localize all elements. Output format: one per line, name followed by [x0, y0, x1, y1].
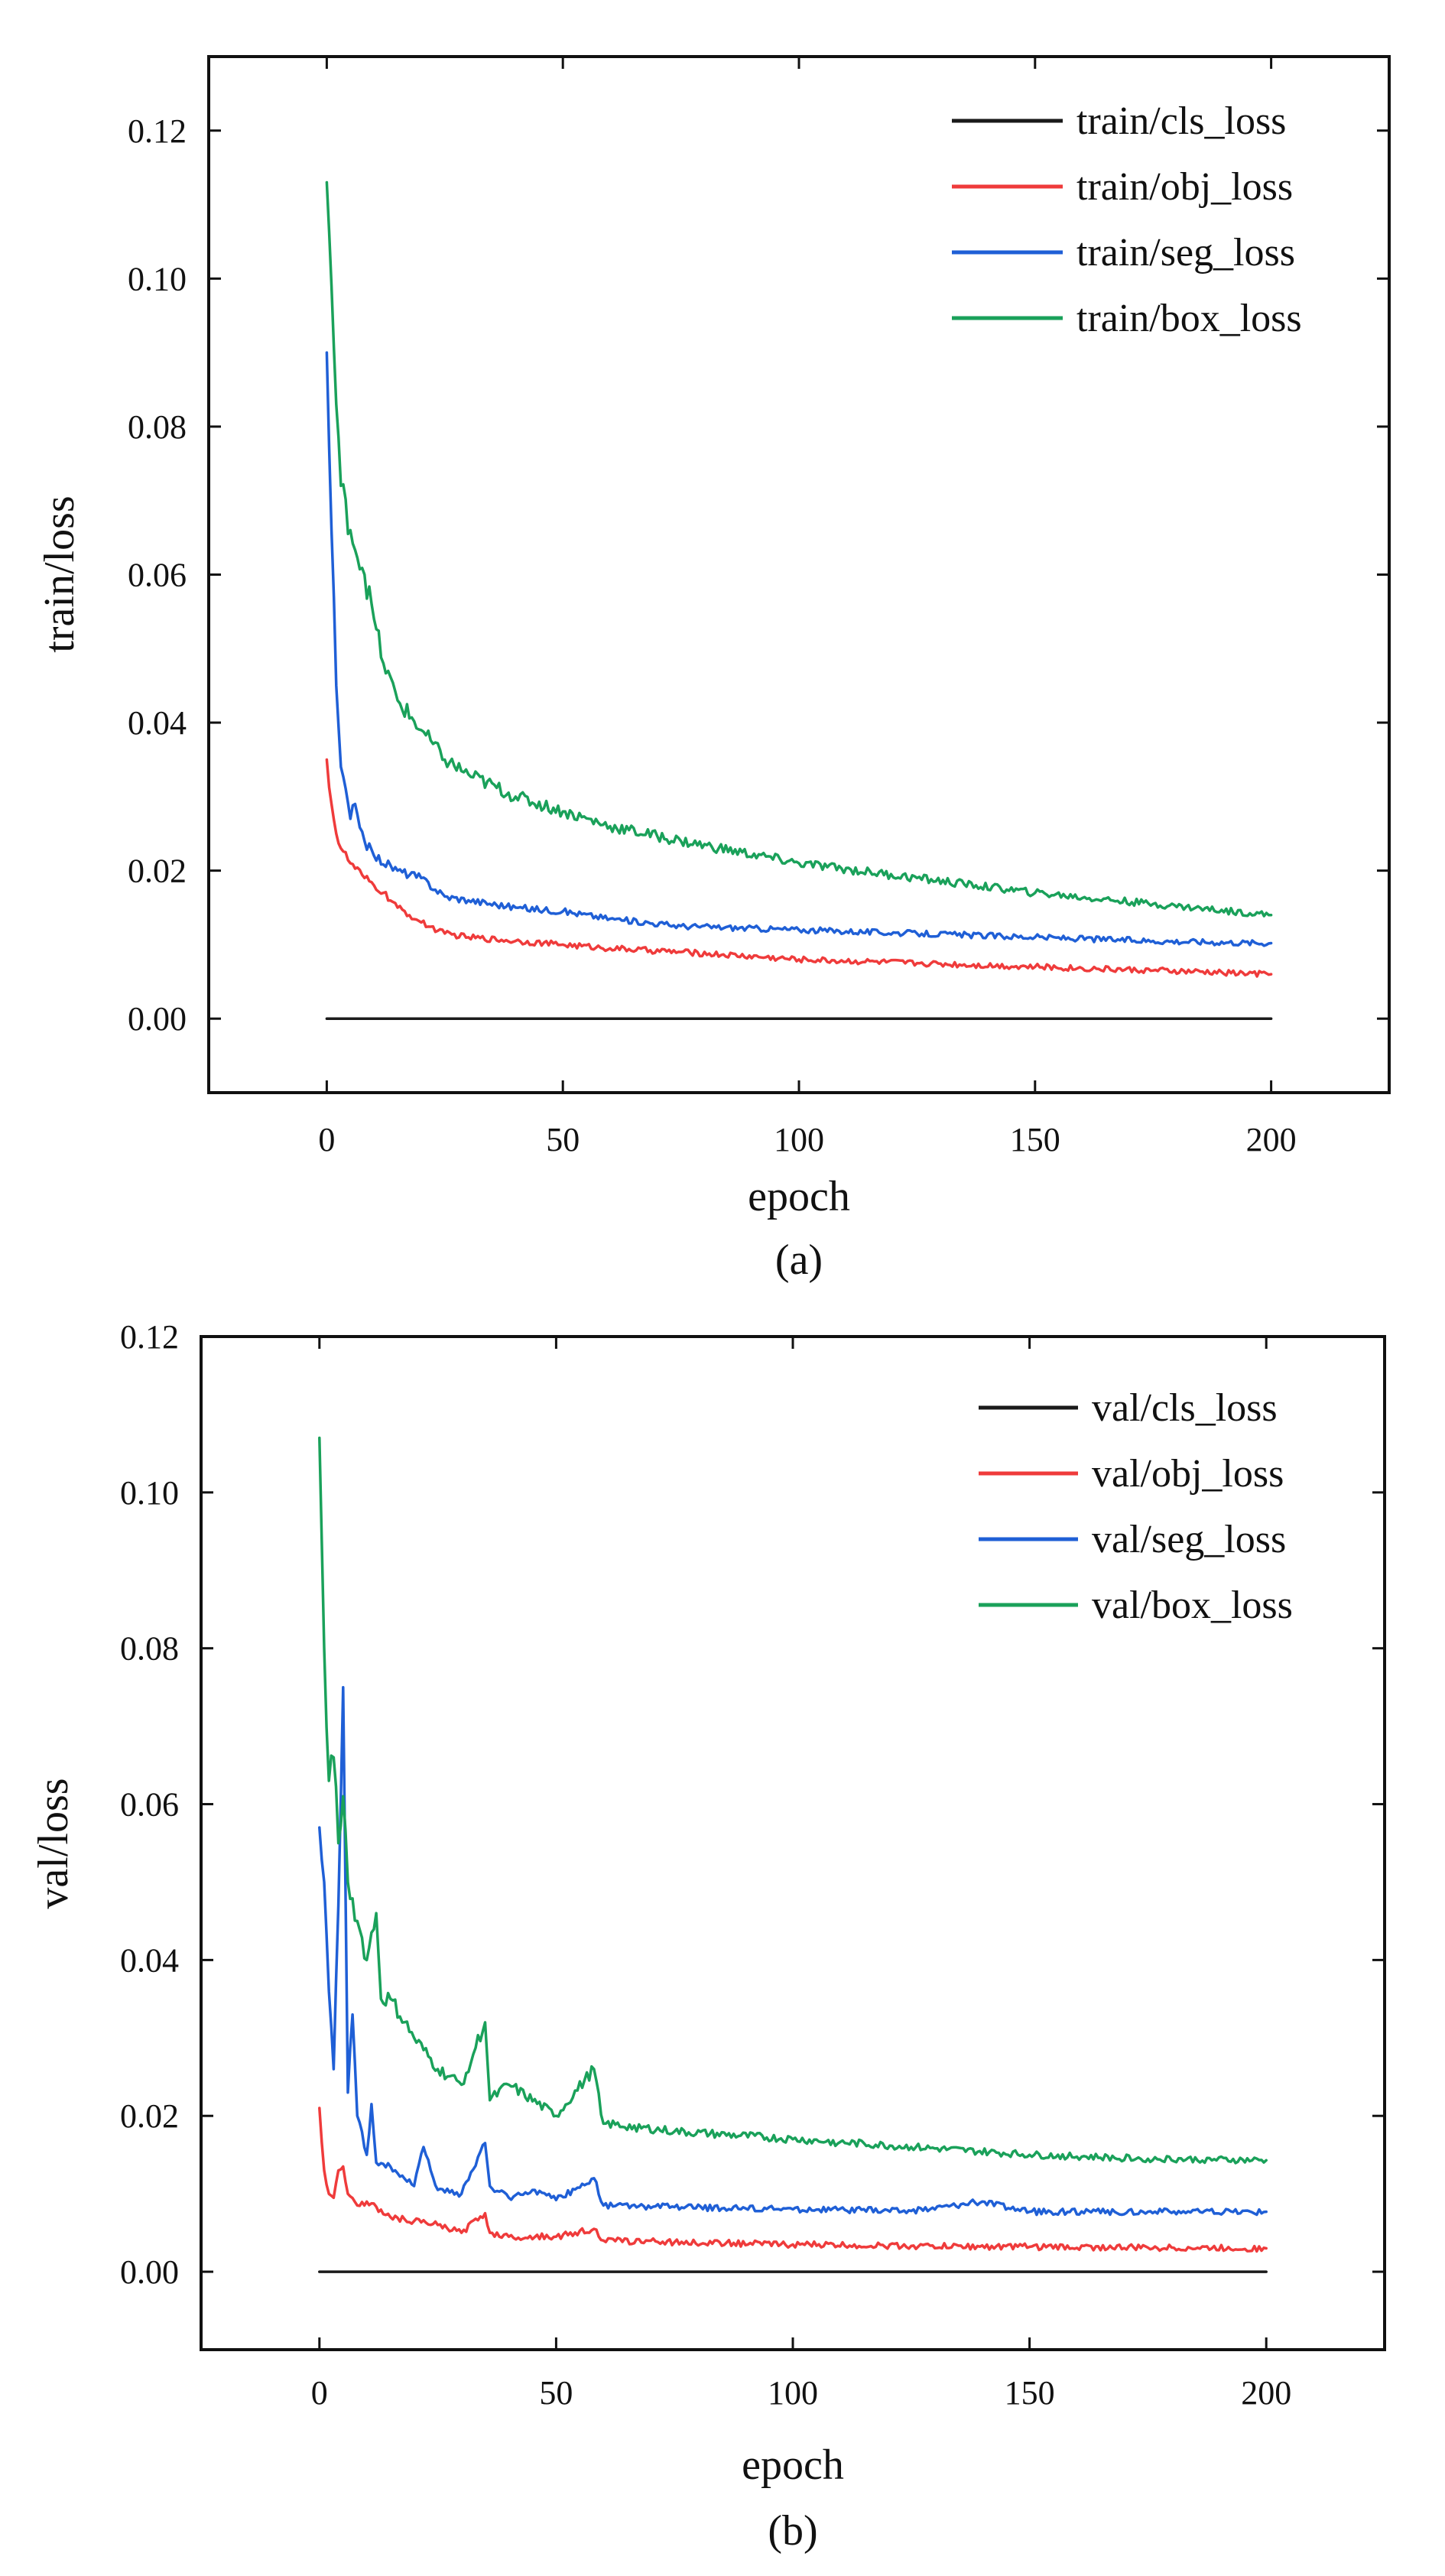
panel-a-y-tick-label: 0.06 [128, 557, 187, 594]
panel-a-y-tick-label: 0.00 [128, 1000, 187, 1038]
panel-a-legend-label-train-cls-loss: train/cls_loss [1076, 99, 1286, 143]
panel-b-y-tick-label: 0.12 [120, 1318, 179, 1356]
panel-b-series-val-obj-loss [318, 2107, 1268, 2253]
panel-a-x-ticks: 0 50 100 150 200 [318, 57, 1297, 1158]
panel-a-y-axis-title: train/loss [36, 495, 83, 652]
panel-a-x-tick-label: 100 [774, 1121, 824, 1158]
panel-b-x-tick-label: 200 [1241, 2374, 1291, 2412]
panel-b-series-val-box-loss [318, 1436, 1268, 2165]
panel-a-x-tick-label: 0 [318, 1121, 335, 1158]
panel-b-x-tick-label: 150 [1005, 2374, 1055, 2412]
panel-a-series-train-box-loss [325, 180, 1273, 918]
panel-b-y-tick-label: 0.08 [120, 1630, 179, 1668]
panel-b-legend: val/cls_loss val/obj_loss val/seg_loss val/… [979, 1386, 1293, 1627]
panel-a-series [325, 180, 1273, 1020]
panel-b-legend-label-val-cls-loss: val/cls_loss [1092, 1386, 1278, 1430]
panel-b-x-tick-label: 100 [768, 2374, 818, 2412]
panel-a-series-train-seg-loss [325, 351, 1273, 947]
panel-a-y-tick-label: 0.12 [128, 112, 187, 150]
panel-a-legend-label-train-obj-loss: train/obj_loss [1076, 165, 1293, 209]
panel-b-legend-label-val-seg-loss: val/seg_loss [1092, 1518, 1286, 1561]
panel-b-legend-label-val-obj-loss: val/obj_loss [1092, 1452, 1284, 1496]
panel-b-x-axis-title: epoch [742, 2441, 844, 2489]
panel-b-series-val-seg-loss [318, 1685, 1268, 2217]
panel-b-y-axis-title: val/loss [30, 1778, 77, 1908]
panel-b-x-tick-label: 50 [539, 2374, 573, 2412]
panel-a-x-tick-label: 150 [1010, 1121, 1060, 1158]
panel-b-y-tick-label: 0.06 [120, 1786, 179, 1824]
panel-a-y-tick-label: 0.10 [128, 260, 187, 297]
panel-a: 0 50 100 150 200 0.00 0.02 0.04 0.06 0.08 0.10 0.1… [36, 55, 1391, 1284]
panel-b-y-ticks: 0.00 0.02 0.04 0.06 0.08 0.10 0.12 [120, 1318, 1385, 2291]
panel-b-x-tick-label: 0 [311, 2374, 328, 2412]
panel-a-legend-label-train-seg-loss: train/seg_loss [1076, 231, 1295, 274]
panel-b-caption: (b) [768, 2507, 817, 2555]
panel-b-y-tick-label: 0.02 [120, 2097, 179, 2135]
panel-b-x-ticks: 0 50 100 150 200 [311, 1337, 1291, 2412]
panel-a-x-tick-label: 200 [1246, 1121, 1297, 1158]
panel-a-legend: train/cls_loss train/obj_loss train/seg_lo… [952, 99, 1302, 340]
panel-a-legend-label-train-box-loss: train/box_loss [1076, 297, 1302, 340]
panel-b-series [318, 1436, 1268, 2273]
panel-a-caption: (a) [775, 1236, 823, 1284]
panel-b-y-tick-label: 0.04 [120, 1941, 179, 1979]
panel-a-y-tick-label: 0.04 [128, 704, 187, 742]
panel-a-x-tick-label: 50 [546, 1121, 580, 1158]
panel-a-x-axis-title: epoch [748, 1173, 850, 1220]
panel-a-y-tick-label: 0.08 [128, 408, 187, 446]
panel-a-y-tick-label: 0.02 [128, 853, 187, 890]
panel-b-y-tick-label: 0.00 [120, 2253, 179, 2291]
panel-a-series-train-obj-loss [325, 758, 1273, 978]
panel-b: 0 50 100 150 200 0.00 0.02 0.04 0.06 0.08 0.10 0.1… [30, 1318, 1386, 2555]
panel-b-legend-label-val-box-loss: val/box_loss [1092, 1584, 1293, 1627]
panel-a-y-ticks: 0.00 0.02 0.04 0.06 0.08 0.10 0.12 [128, 112, 1389, 1038]
panel-b-y-tick-label: 0.10 [120, 1474, 179, 1512]
